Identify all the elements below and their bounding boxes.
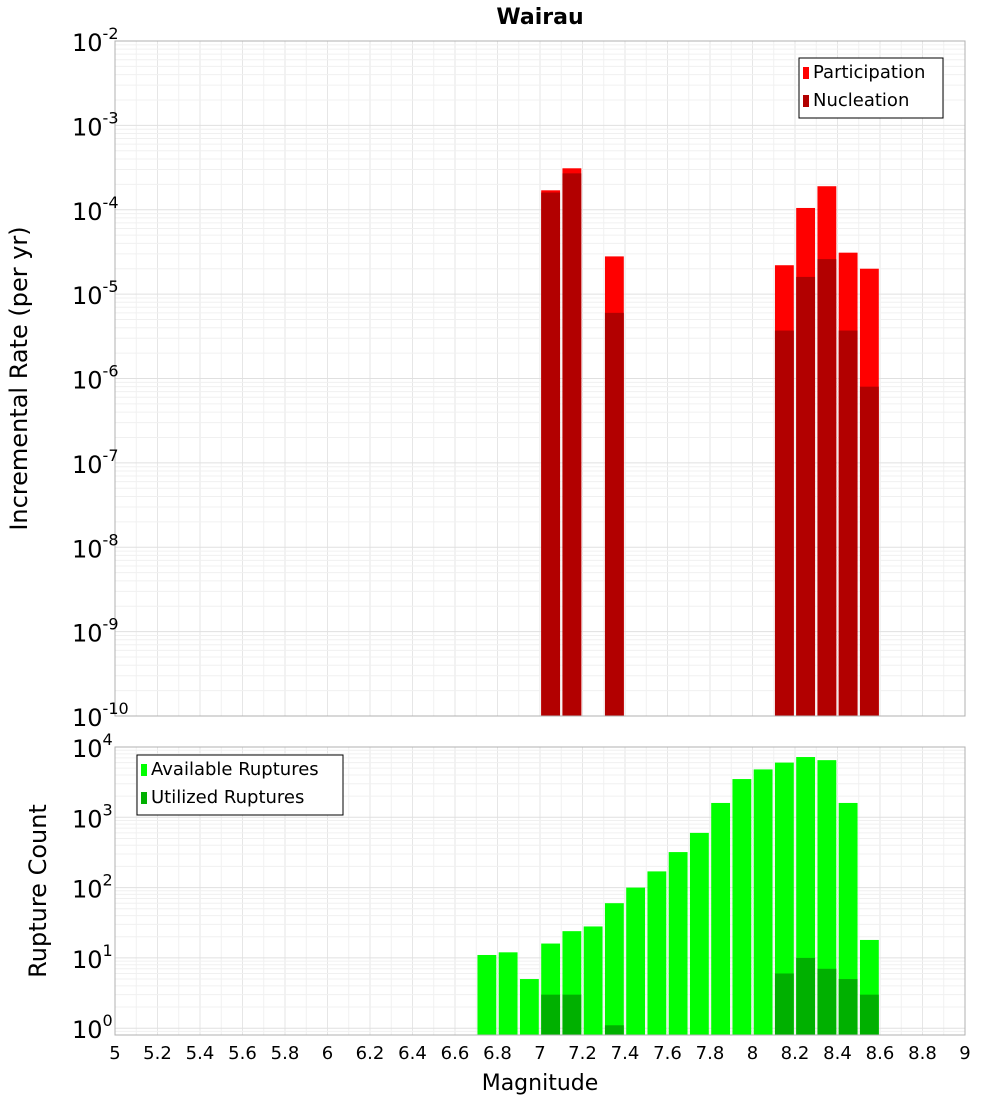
y-tick-label: 101 [72,941,113,974]
plot-border-1 [114,40,966,717]
x-tick-label: 7 [534,1043,545,1064]
x-tick-label: 7.4 [611,1043,640,1064]
legend-label: Nucleation [813,90,909,111]
bar [604,312,624,716]
bar [562,994,582,1035]
bar [732,779,752,1035]
x-tick-label: 7.8 [696,1043,725,1064]
bar [711,802,731,1035]
x-axis-title: Magnitude [482,1071,599,1096]
bar [796,957,816,1035]
y-tick-label: 10-7 [72,446,119,479]
bar [796,276,816,716]
y-tick-label: 104 [72,730,113,763]
legend-2: Available Ruptures Utilized Ruptures [136,754,344,816]
bar [859,386,879,716]
legend-swatch [141,792,147,804]
x-tick-label: 7.6 [653,1043,682,1064]
bar [859,994,879,1035]
y-axis-title: Rupture Count [24,804,52,978]
bar [477,954,497,1035]
y-tick-label: 100 [72,1011,113,1044]
bar [626,887,646,1035]
y-tick-label: 10-3 [72,108,119,141]
bar [838,330,858,716]
x-tick-label: 6.2 [356,1043,385,1064]
plot-border-2 [114,746,966,1036]
y-tick-label: 103 [72,800,113,833]
bar [541,192,561,717]
x-tick-label: 6.6 [441,1043,470,1064]
bar [774,973,794,1035]
x-tick-label: 5.8 [271,1043,300,1064]
bar [562,173,582,716]
bar [753,769,773,1035]
bar [647,871,667,1035]
x-tick-label: 9 [959,1043,970,1064]
legend-1: Participation Nucleation [798,57,944,119]
legend-label: Participation [813,62,925,83]
y-tick-label: 10-5 [72,277,119,310]
series-utilized-ruptures [541,957,879,1035]
legend-box [798,57,944,119]
x-tick-label: 7.2 [568,1043,597,1064]
series-available-ruptures [477,757,879,1035]
bar [519,979,539,1035]
x-tick-label: 5 [109,1043,120,1064]
y-tick-label: 10-9 [72,615,119,648]
grid-1 [114,40,966,717]
bar [774,762,794,1035]
x-tick-label: 5.4 [186,1043,215,1064]
bar [817,968,837,1035]
x-tick-label: 6 [322,1043,333,1064]
bar [838,979,858,1035]
x-tick-label: 5.2 [143,1043,172,1064]
x-tick-label: 6.8 [483,1043,512,1064]
y-tick-label: 10-6 [72,362,119,395]
bar [541,994,561,1035]
bar [689,832,709,1035]
x-tick-label: 8.2 [781,1043,810,1064]
x-tick-label: 6.4 [398,1043,427,1064]
x-tick-label: 8.6 [866,1043,895,1064]
chart-title: Wairau [496,5,583,30]
legend-swatch [803,67,809,79]
legend-label: Available Ruptures [151,759,319,780]
y-tick-label: 10-10 [72,699,129,732]
bar [817,760,837,1035]
y-tick-label: 10-4 [72,193,119,226]
y-tick-label: 10-2 [72,24,119,57]
y-tick-label: 102 [72,871,113,904]
bar [498,952,518,1035]
bar [604,1025,624,1035]
bar [838,802,858,1035]
y-tick-label: 10-8 [72,530,119,563]
x-tick-label: 8 [747,1043,758,1064]
x-tick-label: 5.6 [228,1043,257,1064]
legend-box [136,754,344,816]
series-nucleation [541,173,879,717]
x-tick-label: 8.4 [823,1043,852,1064]
y-axis-title: Incremental Rate (per yr) [5,226,33,530]
legend-swatch [141,764,147,776]
legend-label: Utilized Ruptures [151,787,304,808]
bar [583,926,603,1035]
bar [774,330,794,716]
legend-swatch [803,95,809,107]
bar [604,903,624,1035]
bar [817,259,837,716]
x-tick-label: 8.8 [908,1043,937,1064]
bar [668,852,688,1035]
